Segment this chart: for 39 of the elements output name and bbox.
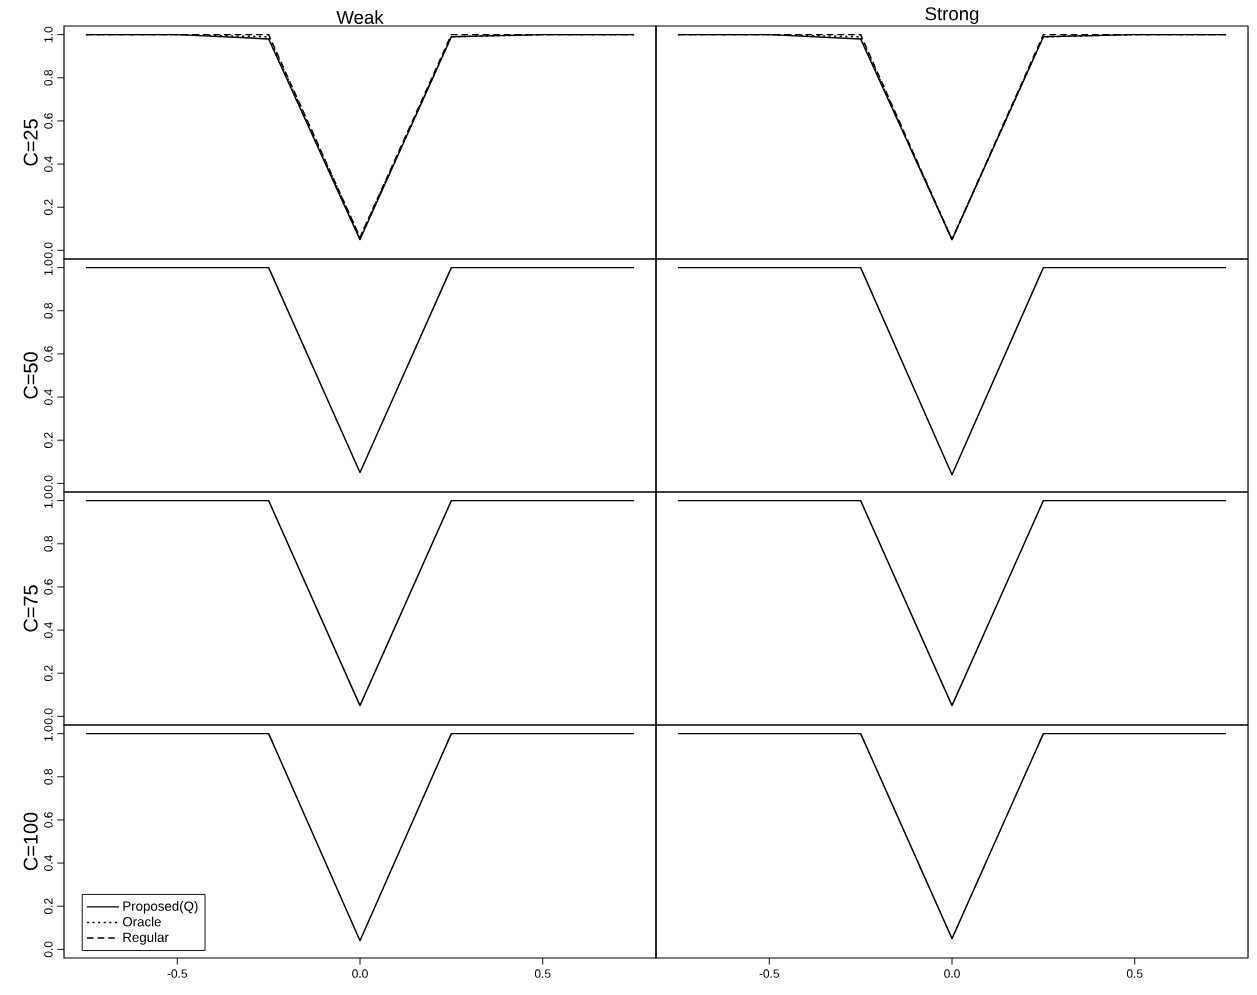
x-tick-label: -0.5 [759,969,780,978]
y-tick-label: 0.0 [44,708,53,725]
y-tick-label: 0.0 [44,242,53,259]
y-tick-label: 0.6 [44,346,53,362]
legend-label: Oracle [122,916,161,927]
chart-title: Weak [336,10,384,24]
y-tick-label: 0.0 [44,941,53,958]
y-tick-label: 0.6 [44,812,53,828]
x-tick-label: 0.5 [534,969,551,978]
legend-label: Proposed(Q) [123,901,198,914]
y-tick-label: 1.0 [44,26,53,43]
y-tick-label: 0.4 [44,389,53,405]
y-tick-label: 0.0 [44,475,53,492]
y-tick-label: 0.2 [44,199,53,216]
x-tick-label: 0.5 [1126,969,1143,978]
x-tick-label: -0.5 [167,969,188,978]
y-tick-label: 0.4 [44,855,53,871]
y-axis-title: C=25 [23,119,38,166]
y-tick-label: 0.6 [44,113,53,129]
chart-title: Strong [925,7,979,24]
y-tick-label: 0.4 [44,156,53,172]
x-tick-label: 0.0 [944,969,960,978]
x-tick-label: 0.0 [352,969,368,978]
y-tick-label: 0.8 [44,302,53,319]
y-axis-title: C=50 [23,352,38,399]
y-tick-label: 0.2 [44,898,53,915]
y-tick-label: 0.8 [44,69,53,86]
y-tick-label: 0.4 [44,622,53,638]
y-tick-label: 0.2 [44,665,53,682]
y-tick-label: 0.2 [44,432,53,449]
y-tick-label: 1.0 [44,492,53,509]
y-tick-label: 0.8 [44,768,53,785]
y-tick-label: 1.0 [44,259,53,276]
y-tick-label: 0.6 [44,579,53,595]
y-tick-label: 1.0 [44,725,53,742]
y-axis-title: C=75 [23,585,38,632]
y-tick-label: 0.8 [44,535,53,552]
legend-label: Regular [123,932,169,945]
y-axis-title: C=100 [23,812,38,871]
